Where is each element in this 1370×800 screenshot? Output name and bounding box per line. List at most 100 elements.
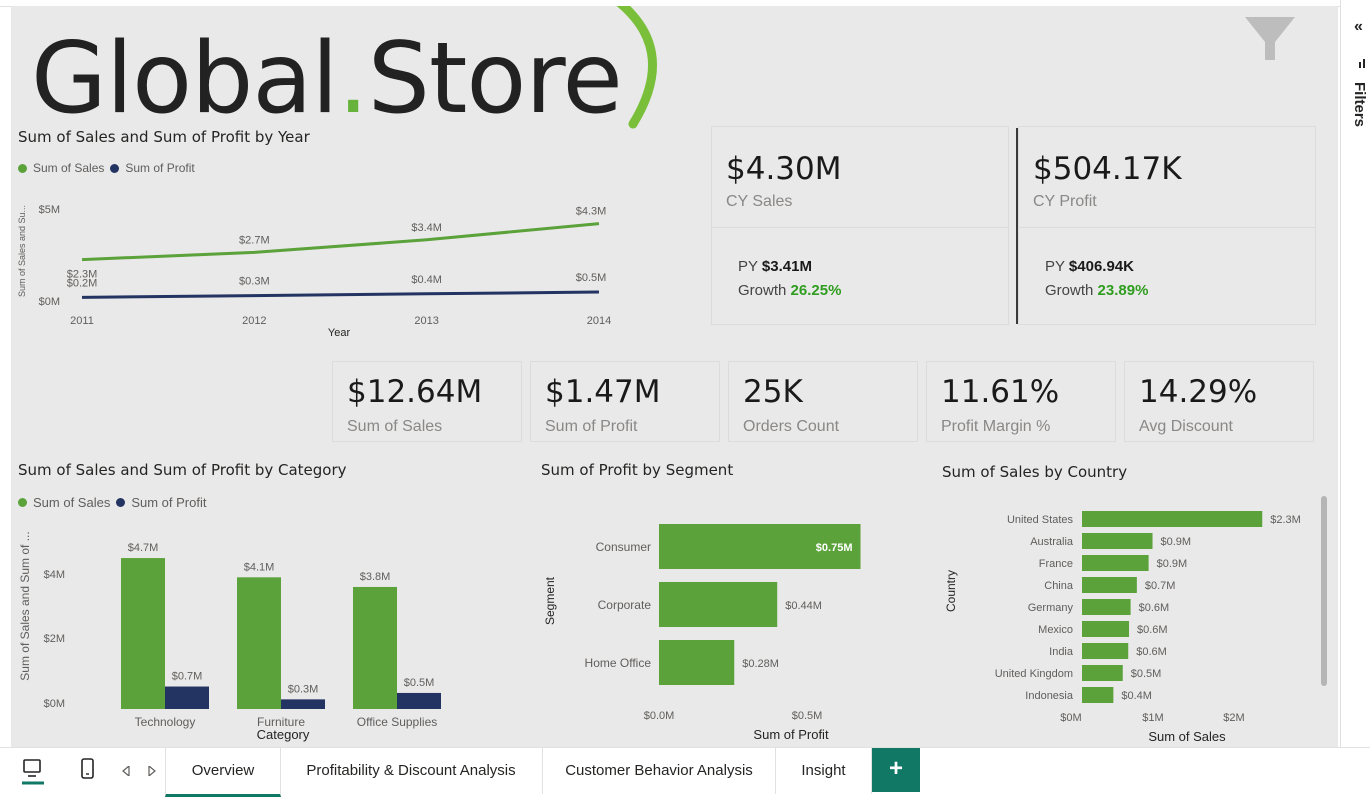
sales-data-label: $4.3M [576, 206, 607, 218]
country-bar [1082, 555, 1149, 571]
category-chart-ylabel: Sum of Sales and Sum of ... [18, 531, 32, 680]
logo: Global.Store [31, 22, 623, 136]
kpi-value: 11.61% [941, 374, 1060, 410]
country-value-label: $0.6M [1136, 646, 1167, 658]
category-label: Technology [135, 715, 196, 729]
report-canvas: Global.Store Sum of Sales and Sum of Pro… [11, 6, 1338, 747]
sales-bar-label: $4.7M [128, 542, 159, 554]
segment-bar [659, 582, 778, 627]
country-label: Mexico [1038, 624, 1073, 636]
tab-customer-behavior[interactable]: Customer Behavior Analysis [543, 748, 776, 794]
country-label: France [1039, 558, 1073, 570]
country-bar-chart: Country United States $2.3M Australia $0.9M… [944, 511, 1301, 744]
kpi-value: $12.64M [347, 374, 483, 410]
py-value: $3.41M [761, 258, 812, 275]
prev-page-icon[interactable] [122, 766, 130, 776]
country-bar [1082, 643, 1129, 659]
tab-insight[interactable]: Insight [776, 748, 872, 794]
profit-bar [397, 692, 441, 709]
country-label: United Kingdom [995, 668, 1073, 680]
growth-label: Growth [738, 282, 787, 299]
country-value-label: $0.9M [1161, 536, 1192, 548]
cy-profit-comparison: PY $406.94K Growth 23.89% [1045, 255, 1148, 303]
next-page-icon[interactable] [148, 766, 156, 776]
country-chart-title: Sum of Sales by Country [942, 463, 1128, 481]
year-xtick: 2013 [414, 315, 438, 327]
legend-sales: Sum of Sales [33, 495, 111, 510]
cy-sales-label: CY Sales [726, 193, 793, 210]
year-chart-title: Sum of Sales and Sum of Profit by Year [18, 128, 310, 146]
sales-line [81, 222, 600, 262]
country-bar [1082, 665, 1123, 681]
profit-data-label: $0.4M [411, 274, 442, 286]
country-label: Australia [1030, 536, 1074, 548]
country-label: Germany [1028, 602, 1074, 614]
legend-profit-marker [110, 163, 120, 173]
country-label: India [1049, 646, 1074, 658]
card-separator [1016, 128, 1018, 324]
category-bar-chart: Sum of Sales and Sum of ... $4M $2M $0M … [18, 531, 441, 742]
legend-profit: Sum of Profit [131, 495, 207, 510]
ctry-xtick-0: $0M [1060, 712, 1081, 724]
divider [1019, 227, 1315, 228]
year-line-chart: Sum of Sales and Su... $5M $0M 2011 2012 2… [17, 204, 611, 339]
kpi-value: $1.47M [545, 374, 661, 410]
year-xtick: 2014 [587, 315, 611, 327]
py-value: $406.94K [1068, 258, 1134, 275]
filters-pane [1340, 0, 1370, 747]
filters-pane-toggle[interactable]: Filters [1351, 82, 1368, 128]
kpi-card-orders: 25K Orders Count [728, 361, 918, 442]
category-chart-xlabel: Category [257, 727, 310, 742]
funnel-icon [1245, 17, 1295, 60]
segment-label: Home Office [585, 656, 652, 670]
legend-sales-marker [18, 163, 27, 173]
profit-bar-label: $0.3M [288, 683, 319, 695]
add-page-button[interactable]: + [872, 748, 920, 792]
segment-chart-xlabel: Sum of Profit [753, 727, 829, 742]
mobile-view-icon[interactable] [80, 758, 96, 780]
ctry-xtick-1: $1M [1142, 712, 1163, 724]
growth-value: 26.25% [790, 282, 842, 299]
country-value-label: $2.3M [1270, 514, 1301, 526]
cat-ytick-4m: $4M [44, 569, 65, 581]
growth-value: 23.89% [1097, 282, 1149, 299]
visual-scrollbar[interactable] [1321, 496, 1327, 686]
segment-chart-title: Sum of Profit by Segment [541, 461, 734, 479]
country-bar [1082, 511, 1263, 527]
country-chart-ylabel: Country [944, 570, 958, 612]
sales-bar [353, 586, 397, 709]
year-ytick-5m: $5M [39, 204, 60, 216]
divider [712, 227, 1008, 228]
desktop-view-icon[interactable] [22, 758, 44, 786]
logo-arc [616, 6, 657, 129]
legend-sales: Sum of Sales [33, 161, 105, 175]
profit-data-label: $0.2M [67, 277, 98, 289]
collapse-pane-button[interactable]: « [1354, 18, 1363, 35]
country-value-label: $0.7M [1145, 580, 1176, 592]
sales-bar [121, 558, 165, 709]
country-bar [1082, 533, 1153, 549]
tab-profitability-discount[interactable]: Profitability & Discount Analysis [280, 748, 543, 794]
segment-label: Corporate [598, 598, 652, 612]
legend-sales-marker [18, 498, 27, 507]
country-label: China [1044, 580, 1074, 592]
cy-sales-comparison: PY $3.41M Growth 26.25% [738, 255, 841, 303]
country-value-label: $0.6M [1137, 624, 1168, 636]
legend-profit-marker [116, 498, 126, 507]
kpi-card-avg-discount: 14.29% Avg Discount [1124, 361, 1314, 442]
tab-overview[interactable]: Overview [165, 748, 281, 797]
cat-ytick-0m: $0M [44, 698, 65, 710]
cy-profit-card: $504.17K CY Profit PY $406.94K Growth 23… [1018, 126, 1316, 325]
filter-pane-icon[interactable] [1358, 58, 1370, 70]
cy-sales-value: $4.30M [726, 151, 842, 187]
seg-xtick-05: $0.5M [792, 710, 823, 722]
profit-data-label: $0.3M [239, 276, 270, 288]
year-chart-ylabel: Sum of Sales and Su... [17, 205, 27, 297]
category-chart-legend: Sum of Sales Sum of Profit [18, 495, 206, 510]
country-bar [1082, 687, 1114, 703]
segment-bar [659, 524, 861, 569]
year-xtick: 2012 [242, 315, 266, 327]
country-bar [1082, 577, 1137, 593]
profit-data-label: $0.5M [576, 272, 607, 284]
segment-value-label: $0.28M [742, 658, 779, 670]
